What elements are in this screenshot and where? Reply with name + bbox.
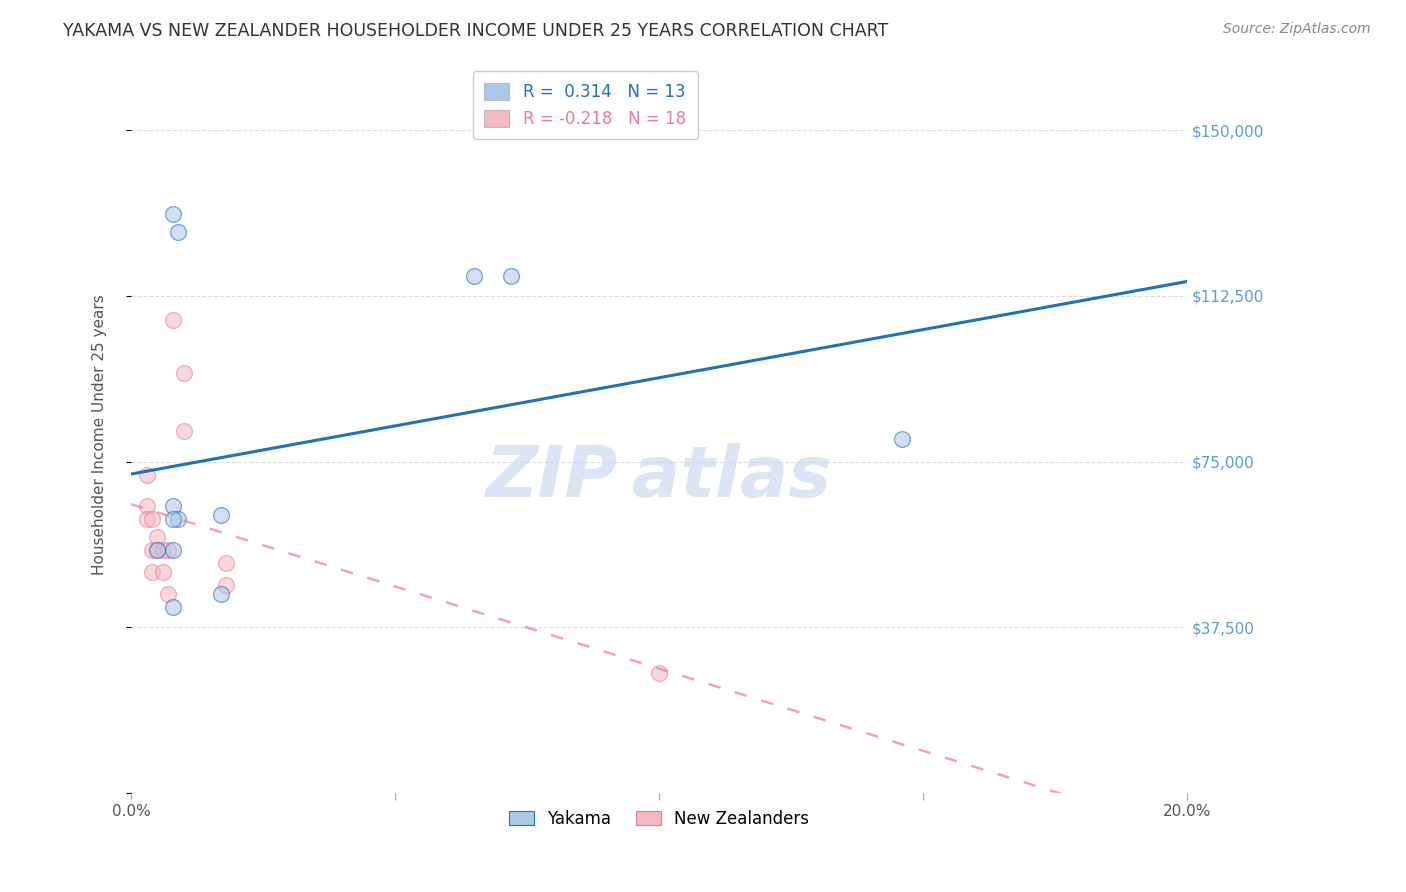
Point	[156, 587, 179, 601]
Point	[141, 565, 163, 579]
Point	[162, 512, 184, 526]
Point	[141, 542, 163, 557]
Text: Source: ZipAtlas.com: Source: ZipAtlas.com	[1223, 22, 1371, 37]
Point	[141, 512, 163, 526]
Point	[152, 542, 174, 557]
Point	[146, 542, 169, 557]
Point	[209, 508, 232, 522]
Point	[162, 499, 184, 513]
Point	[135, 467, 157, 482]
Point	[146, 530, 169, 544]
Point	[162, 542, 184, 557]
Point	[167, 512, 190, 526]
Point	[162, 313, 184, 327]
Point	[173, 424, 195, 438]
Text: ZIP atlas: ZIP atlas	[486, 443, 832, 513]
Point	[173, 366, 195, 380]
Point	[162, 207, 184, 221]
Point	[648, 666, 671, 681]
Point	[891, 433, 914, 447]
Point	[463, 269, 485, 284]
Point	[215, 556, 238, 570]
Point	[135, 499, 157, 513]
Point	[146, 542, 169, 557]
Point	[501, 269, 523, 284]
Y-axis label: Householder Income Under 25 years: Householder Income Under 25 years	[93, 294, 107, 575]
Legend: Yakama, New Zealanders: Yakama, New Zealanders	[502, 803, 815, 834]
Point	[209, 587, 232, 601]
Point	[162, 600, 184, 615]
Point	[135, 512, 157, 526]
Point	[215, 578, 238, 592]
Point	[156, 542, 179, 557]
Point	[152, 565, 174, 579]
Point	[167, 225, 190, 239]
Text: YAKAMA VS NEW ZEALANDER HOUSEHOLDER INCOME UNDER 25 YEARS CORRELATION CHART: YAKAMA VS NEW ZEALANDER HOUSEHOLDER INCO…	[63, 22, 889, 40]
